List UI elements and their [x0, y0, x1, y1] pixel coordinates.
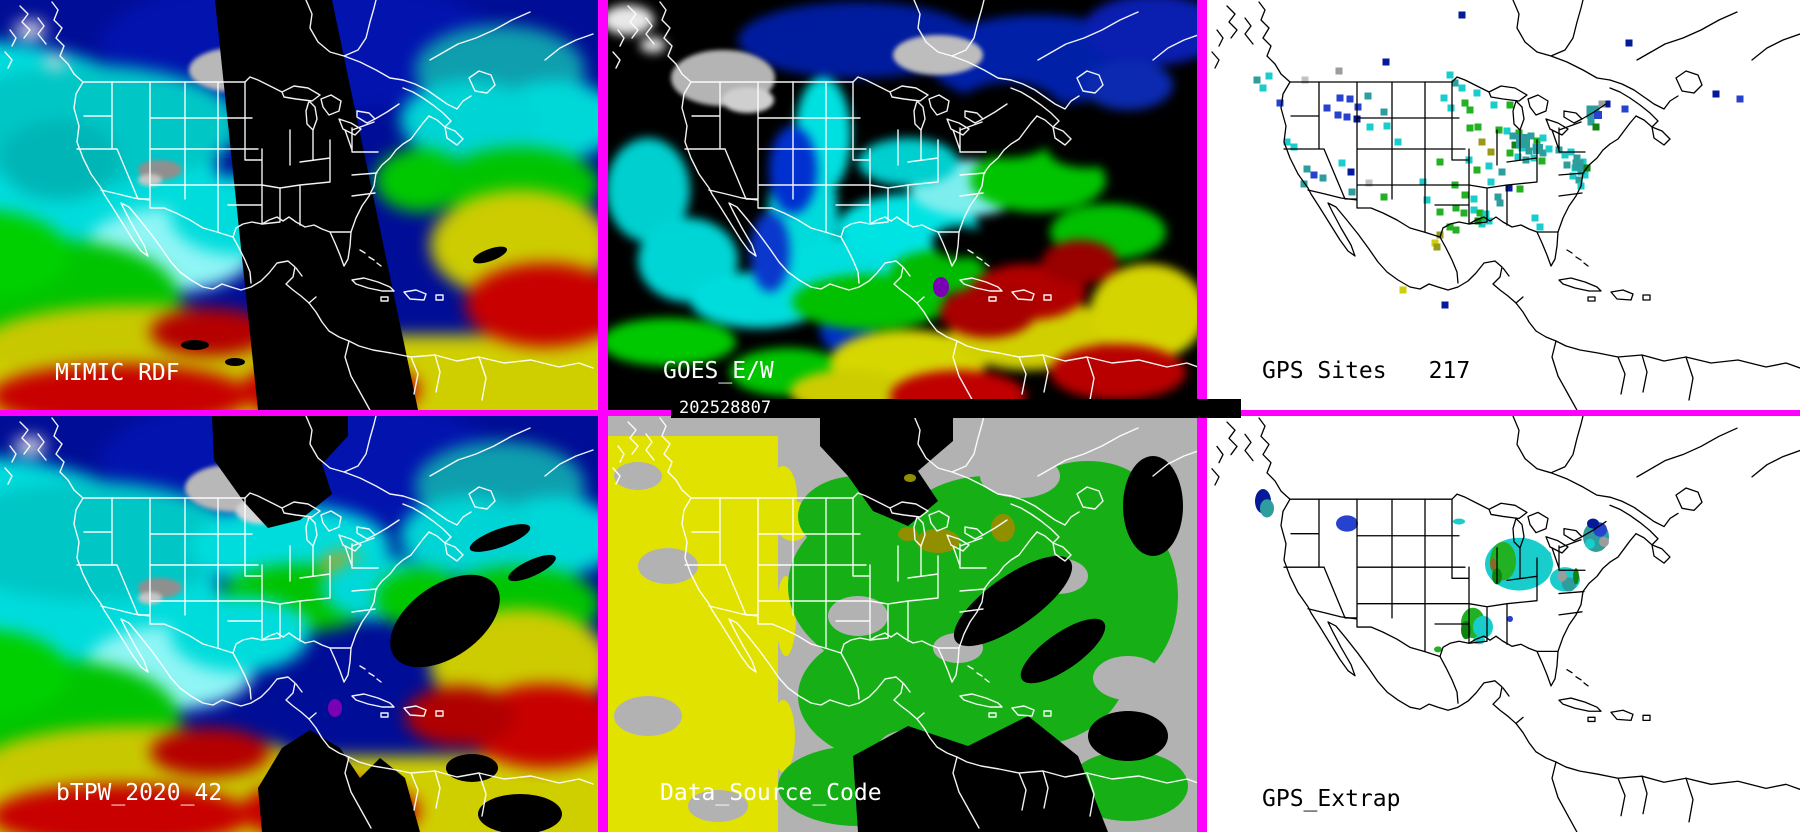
panel-btpw: bTPW_2020_42	[0, 416, 598, 832]
goes-tpw-image	[608, 0, 1197, 410]
source-yellow-region	[608, 436, 811, 832]
gps-sites-map	[1207, 0, 1800, 410]
btpw-image	[0, 416, 598, 832]
gps-sites-title: GPS Sites	[1262, 358, 1387, 384]
timestamp-text: 202528807	[679, 398, 772, 418]
panel-data-source: Data_Source_Code	[608, 416, 1197, 832]
panel-label-data-source: Data_Source_Code	[660, 780, 882, 806]
mimic-tpw-image	[0, 0, 598, 410]
panel-label-goes: GOES_E/W	[663, 358, 774, 384]
panel-label-btpw: bTPW_2020_42	[56, 780, 223, 806]
source-olive-patches	[898, 474, 1015, 553]
panel-gps-sites: GPS Sites 217	[1207, 0, 1800, 410]
gps-sites-count: 217	[1428, 358, 1471, 384]
missing-data-regions	[212, 416, 562, 832]
gps-extrap-map	[1207, 416, 1800, 832]
panel-label-gps-extrap: GPS_Extrap	[1262, 786, 1401, 812]
timestamp-bar: 202528807	[671, 399, 1241, 418]
panel-gps-extrap: GPS_Extrap	[1207, 416, 1800, 832]
panel-mimic-rdf: MIMIC RDF	[0, 0, 598, 410]
panel-goes-ew: GOES_E/W	[608, 0, 1197, 410]
source-black-regions	[820, 416, 1183, 832]
purple-anomaly-spot	[328, 699, 342, 717]
panel-label-gps-sites: GPS Sites 217	[1262, 358, 1470, 384]
data-source-image	[608, 416, 1197, 832]
missing-data-swath	[215, 0, 418, 410]
panel-label-mimic: MIMIC RDF	[55, 360, 180, 386]
purple-anomaly-spot	[933, 277, 949, 297]
